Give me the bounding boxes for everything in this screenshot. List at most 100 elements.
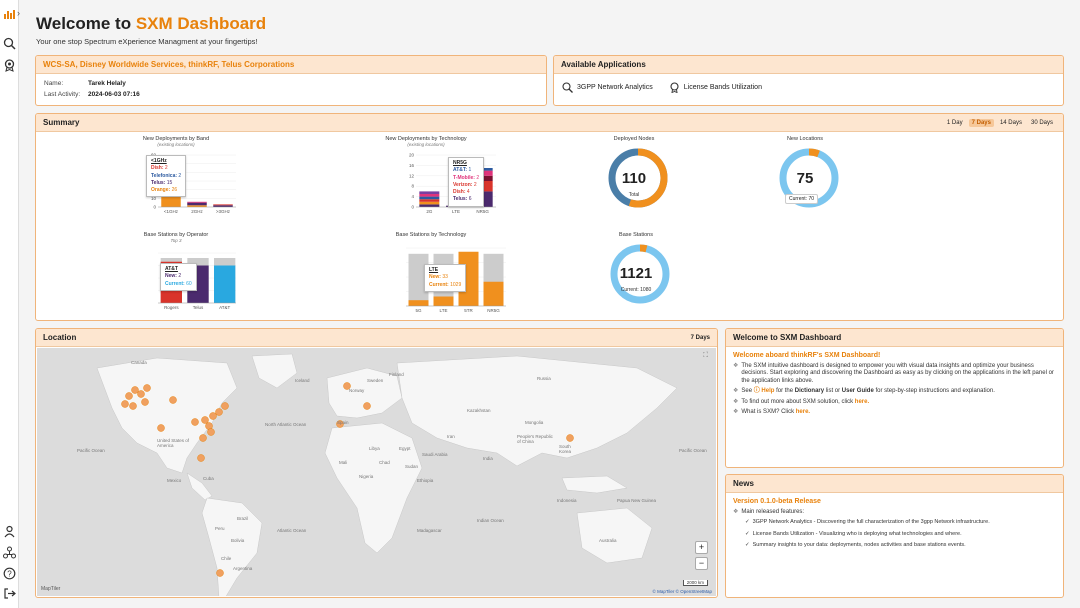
license-badge-icon[interactable] <box>3 59 16 72</box>
tooltip-line: Dish: 2 <box>151 165 168 172</box>
range-30-days[interactable]: 30 Days <box>1030 119 1053 126</box>
range-1-day[interactable]: 1 Day <box>946 119 963 126</box>
donut-title: Base Stations <box>619 232 653 238</box>
range-7-days[interactable]: 7 Days <box>968 118 994 127</box>
welcome-paragraph: To find out more about SXM solution, cli… <box>741 398 870 405</box>
map-markers <box>121 382 574 577</box>
page-title: Welcome to SXM Dashboard <box>36 14 267 33</box>
x-tick-label: Telus <box>193 305 204 310</box>
tooltip-line: T-Mobile: 2 <box>453 174 480 181</box>
apps-card-header: Available Applications <box>554 56 1063 74</box>
welcome-paragraph: The SXM intuitive dashboard is designed … <box>741 362 1054 384</box>
check-icon: ✓ <box>745 519 750 525</box>
time-range-selector: 1 Day 7 Days 14 Days 30 Days <box>944 118 1056 127</box>
chart-title: Base Stations by Operator <box>143 232 209 238</box>
bar-segment <box>419 191 440 194</box>
map-scale: 2000 km <box>682 580 708 586</box>
apps-title: Available Applications <box>561 60 646 69</box>
check-icon: ✓ <box>745 530 750 537</box>
tooltip-line: New: 2 <box>165 273 182 280</box>
donut-new-locations: New Locations 75 Current: 70 <box>765 136 845 215</box>
news-card-header: News <box>726 475 1063 493</box>
donut-base-stations: Base Stations 1121 Current: 1080 <box>596 232 676 311</box>
news-item: Summary insights to your data: deploymen… <box>752 542 966 548</box>
donut-label: Current: 70 <box>785 194 819 204</box>
donut-value: 75 <box>796 170 814 187</box>
bullet-icon: ❖ <box>733 362 739 369</box>
bar-segment <box>419 196 440 200</box>
donut-label: Current: 1080 <box>620 287 652 293</box>
tooltip-title: AT&T <box>165 266 178 272</box>
zoom-in-button[interactable]: + <box>695 541 708 554</box>
welcome-paragraph: See ⓘ Help for the Dictionary list or Us… <box>741 388 995 394</box>
chart-base-stations-by-technology: Base Stations by Technology 5G LTE 5TR NR5G… <box>366 232 556 317</box>
help-link[interactable]: ⓘ Help <box>753 388 775 394</box>
summary-card: Summary 1 Day 7 Days 14 Days 30 Days New… <box>35 113 1064 321</box>
donut-title: Deployed Nodes <box>613 136 655 142</box>
bar-segment <box>419 201 440 205</box>
bar-background <box>408 253 429 306</box>
bar-segment <box>419 204 440 207</box>
app-license-bands-utilization[interactable]: License Bands Utilization <box>669 82 762 93</box>
chart-deployments-by-technology: New Deployments by Technology (existing … <box>366 136 496 221</box>
what-is-sxm-link[interactable]: here. <box>795 409 811 415</box>
y-tick-label: 8 <box>411 184 414 189</box>
tooltip-line: Telus: 15 <box>151 179 173 186</box>
bar-segment <box>419 194 440 197</box>
user-guide-link[interactable]: User Guide <box>841 388 874 394</box>
chart-tooltip: AT&T New: 2 Current: 60 <box>160 263 197 291</box>
bar-segment <box>187 201 207 203</box>
bar-segment <box>419 199 440 202</box>
y-tick-label: 0 <box>153 205 156 210</box>
zoom-out-button[interactable]: − <box>695 557 708 570</box>
sxm-solution-link[interactable]: here. <box>854 398 870 405</box>
fullscreen-icon[interactable]: ⛶ <box>703 352 708 359</box>
dictionary-link[interactable]: Dictionary <box>794 388 825 394</box>
y-tick-label: 4 <box>411 194 414 199</box>
check-icon: ✓ <box>745 542 750 548</box>
tooltip-title: LTE <box>429 267 439 273</box>
location-title: Location <box>43 333 77 342</box>
x-tick-label: 2GHz <box>191 209 203 214</box>
bullet-icon: ❖ <box>733 388 739 394</box>
donut-segment <box>608 148 668 208</box>
chart-subtitle: (existing locations) <box>407 142 445 147</box>
dashboard-icon[interactable] <box>3 7 16 20</box>
y-tick-label: 12 <box>409 173 415 178</box>
map-attribution[interactable]: © MapTiler © OpenStreetMap <box>652 589 713 594</box>
location-range: 7 Days <box>690 334 710 341</box>
bar-current <box>408 300 429 306</box>
chevron-right-icon[interactable]: › <box>17 8 20 18</box>
account-card: WCS-SA, Disney Worldwide Services, think… <box>35 55 547 106</box>
analytics-search-icon[interactable] <box>3 37 16 50</box>
app-3gpp-network-analytics[interactable]: 3GPP Network Analytics <box>562 82 653 93</box>
donut-svg <box>608 148 668 208</box>
bullet-icon: ❖ <box>733 398 739 405</box>
welcome-headline: Welcome aboard thinkRF's SXM Dashboard! <box>733 352 881 359</box>
user-icon[interactable] <box>3 525 16 538</box>
chart-title: New Deployments by Band <box>142 136 210 142</box>
range-14-days[interactable]: 14 Days <box>999 119 1022 126</box>
chart-subtitle: (existing locations) <box>157 142 195 147</box>
donut-svg <box>610 244 670 304</box>
bar-segment <box>213 205 233 207</box>
user-name: Tarek Helaly <box>88 80 126 87</box>
name-label: Name: <box>44 80 64 87</box>
chart-subtitle: Top 3 <box>170 238 182 243</box>
help-icon[interactable]: ? <box>3 567 16 580</box>
logout-icon[interactable] <box>3 587 16 600</box>
donut-title: New Locations <box>786 136 824 142</box>
x-tick-label: AT&T <box>219 305 230 310</box>
summary-card-header: Summary 1 Day 7 Days 14 Days 30 Days <box>36 114 1063 132</box>
x-tick-label: NR5G <box>487 308 500 313</box>
tooltip-line: Orange: 26 <box>151 187 178 194</box>
network-icon[interactable] <box>3 546 16 559</box>
news-version: Version 0.1.0-beta Release <box>733 498 821 505</box>
tooltip-line: Current: 60 <box>165 280 192 287</box>
search-chart-icon <box>562 82 573 93</box>
donut-value: 110 <box>621 170 647 187</box>
world-map[interactable]: Canada United States of America Mexico C… <box>37 348 716 596</box>
tooltip-line: Telus: 6 <box>453 196 472 203</box>
x-tick-label: LTE <box>452 209 460 214</box>
